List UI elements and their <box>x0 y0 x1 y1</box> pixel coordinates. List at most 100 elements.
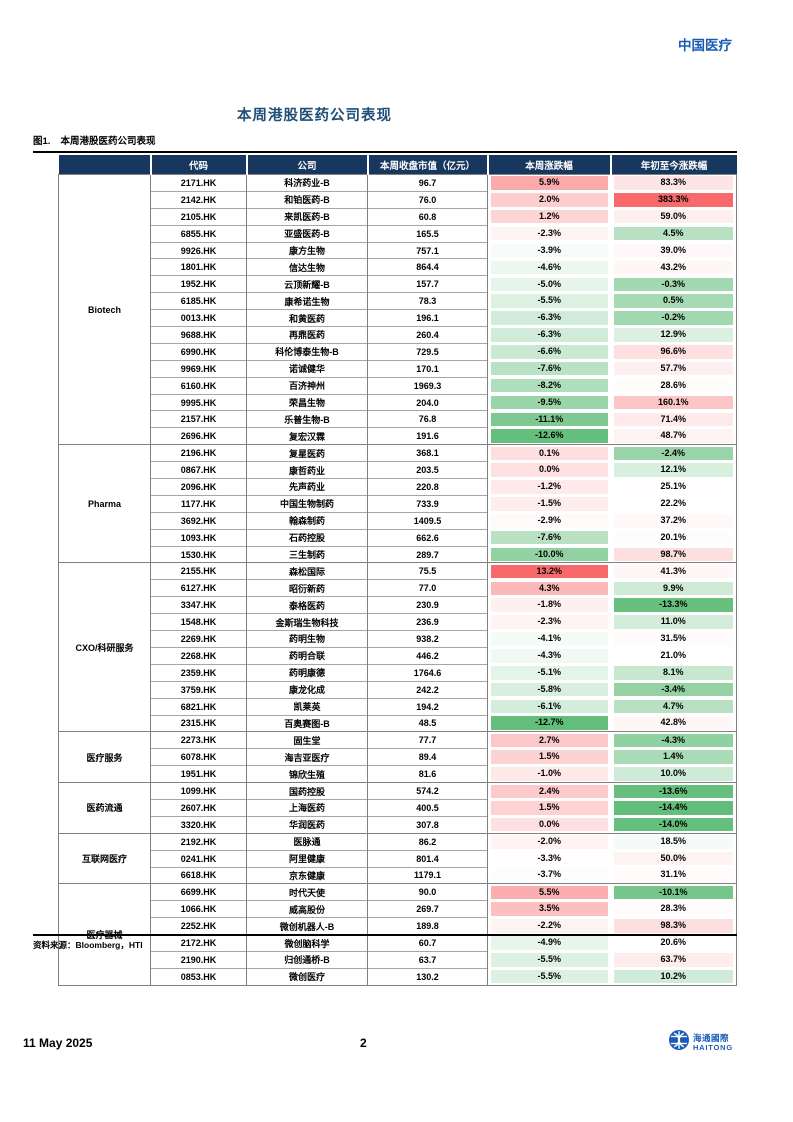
company-name-cell: 京东健康 <box>246 866 368 884</box>
market-cap-cell: 307.8 <box>367 815 488 834</box>
weekly-change-cell: -1.5% <box>487 495 611 513</box>
table-row: 2157.HK 乐普生物-B 76.8 -11.1% 71.4% <box>59 410 737 428</box>
weekly-change-cell: -7.6% <box>487 529 611 547</box>
footer-date: 11 May 2025 <box>23 1036 93 1050</box>
weekly-change-cell: 1.5% <box>487 799 611 817</box>
table-row: 0241.HK 阿里健康 801.4 -3.3% 50.0% <box>59 849 737 868</box>
company-name-cell: 微创医疗 <box>246 967 368 986</box>
company-name-cell: 药明合联 <box>246 646 368 665</box>
table-row: 6618.HK 京东健康 1179.1 -3.7% 31.1% <box>59 866 737 884</box>
ytd-change-cell: -0.3% <box>610 275 737 293</box>
weekly-change-cell: -5.5% <box>487 951 611 969</box>
weekly-change-cell: 1.5% <box>487 748 611 766</box>
stock-code-cell: 0867.HK <box>150 461 247 479</box>
market-cap-cell: 204.0 <box>367 393 488 411</box>
table-row: 9969.HK 诺诚健华 170.1 -7.6% 57.7% <box>59 359 737 378</box>
company-name-cell: 森松国际 <box>246 562 368 580</box>
weekly-change-cell: -6.3% <box>487 326 611 344</box>
weekly-change-cell: -8.2% <box>487 377 611 395</box>
top-rule <box>33 151 737 154</box>
table-header-cell: 年初至今涨跌幅 <box>610 155 737 175</box>
table-row: 1952.HK 云顶新耀-B 157.7 -5.0% -0.3% <box>59 275 737 293</box>
table-row: 1177.HK 中国生物制药 733.9 -1.5% 22.2% <box>59 494 737 513</box>
company-name-cell: 医脉通 <box>246 833 368 851</box>
table-row: Pharma 2196.HK 复星医药 368.1 0.1% -2.4% <box>58 444 737 563</box>
ytd-change-cell: 28.3% <box>610 900 737 918</box>
ytd-change-cell: 20.1% <box>610 529 737 547</box>
stock-code-cell: 6618.HK <box>150 866 247 884</box>
table-row: 2252.HK 微创机器人-B 189.8 -2.2% 98.3% <box>59 917 737 935</box>
table-group: 医疗器械 6699.HK 时代天使 90.0 5.5% -10.1% 1066.HK 威高股份… <box>58 883 737 986</box>
table-row: CXO/科研服务 2155.HK 森松国际 75.5 13.2% 41.3% <box>58 562 737 732</box>
market-cap-cell: 89.4 <box>367 748 488 766</box>
weekly-change-cell: 5.9% <box>487 174 611 192</box>
ytd-change-cell: 20.6% <box>610 934 737 952</box>
market-cap-cell: 63.7 <box>367 950 488 969</box>
company-name-cell: 海吉亚医疗 <box>246 748 368 766</box>
table-row: 2190.HK 归创通桥-B 63.7 -5.5% 63.7% <box>59 950 737 969</box>
table-row: 3320.HK 华润医药 307.8 0.0% -14.0% <box>59 815 737 834</box>
ytd-change-cell: 37.2% <box>610 512 737 530</box>
company-name-cell: 亚盛医药-B <box>246 224 368 243</box>
table-row: 2315.HK 百奥赛图-B 48.5 -12.7% 42.8% <box>59 714 737 732</box>
ytd-change-cell: 96.6% <box>610 343 737 361</box>
company-name-cell: 来凯医药-B <box>246 207 368 226</box>
weekly-change-cell: -4.9% <box>487 934 611 952</box>
stock-code-cell: 6078.HK <box>150 748 247 766</box>
ytd-change-cell: 383.3% <box>610 191 737 209</box>
company-name-cell: 归创通桥-B <box>246 950 368 969</box>
table-row: 6185.HK 康希诺生物 78.3 -5.5% 0.5% <box>59 292 737 310</box>
stock-code-cell: 6160.HK <box>150 376 247 395</box>
table-group: 互联网医疗 2192.HK 医脉通 86.2 -2.0% 18.5% 0241.HK 阿里健康… <box>58 833 737 884</box>
table-row: 9995.HK 荣昌生物 204.0 -9.5% 160.1% <box>59 393 737 411</box>
company-name-cell: 昭衍新药 <box>246 579 368 597</box>
table-row: 0853.HK 微创医疗 130.2 -5.5% 10.2% <box>59 967 737 986</box>
ytd-change-cell: 31.5% <box>610 630 737 648</box>
weekly-change-cell: -5.5% <box>487 968 611 986</box>
market-cap-cell: 170.1 <box>367 359 488 378</box>
company-name-cell: 荣昌生物 <box>246 393 368 411</box>
stock-code-cell: 2273.HK <box>150 731 247 749</box>
table-row: 2105.HK 来凯医药-B 60.8 1.2% 59.0% <box>59 207 737 226</box>
weekly-change-cell: -6.3% <box>487 309 611 327</box>
table-row: 9926.HK 康方生物 757.1 -3.9% 39.0% <box>59 241 737 259</box>
haitong-logo-icon <box>668 1029 690 1056</box>
stock-code-cell: 2142.HK <box>150 190 247 209</box>
weekly-change-cell: -3.7% <box>487 867 611 884</box>
weekly-change-cell: 13.2% <box>487 562 611 580</box>
figure-label: 图1. <box>33 136 51 147</box>
page-number: 2 <box>360 1036 367 1050</box>
market-cap-cell: 77.0 <box>367 579 488 597</box>
company-name-cell: 云顶新耀-B <box>246 275 368 293</box>
weekly-change-cell: -6.1% <box>487 698 611 715</box>
haitong-logo: 海通國際 HAITONG <box>668 1029 733 1056</box>
weekly-change-cell: -2.9% <box>487 512 611 530</box>
ytd-change-cell: 59.0% <box>610 208 737 226</box>
company-name-cell: 锦欣生殖 <box>246 765 368 783</box>
performance-table: 代码 公司 本周收盘市值（亿元） 本周涨跌幅 年初至今涨跌幅 Biotech 2171.H… <box>58 155 737 986</box>
company-name-cell: 康方生物 <box>246 241 368 259</box>
table-row: 2696.HK 复宏汉霖 191.6 -12.6% 48.7% <box>59 427 737 445</box>
table-row: 6078.HK 海吉亚医疗 89.4 1.5% 1.4% <box>59 748 737 766</box>
market-cap-cell: 400.5 <box>367 798 488 817</box>
market-cap-cell: 446.2 <box>367 646 488 665</box>
market-cap-cell: 220.8 <box>367 478 488 496</box>
company-name-cell: 康哲药业 <box>246 461 368 479</box>
table-row: 6990.HK 科伦博泰生物-B 729.5 -6.6% 96.6% <box>59 342 737 361</box>
company-name-cell: 科伦博泰生物-B <box>246 342 368 361</box>
stock-code-cell: 2157.HK <box>150 410 247 428</box>
ytd-change-cell: 83.3% <box>610 174 737 192</box>
company-name-cell: 微创脑科学 <box>246 934 368 952</box>
table-row: 2096.HK 先声药业 220.8 -1.2% 25.1% <box>59 478 737 496</box>
weekly-change-cell: -6.6% <box>487 343 611 361</box>
ytd-change-cell: 4.7% <box>610 698 737 715</box>
company-name-cell: 泰格医药 <box>246 596 368 614</box>
weekly-change-cell: -2.3% <box>487 613 611 631</box>
table-row: 2607.HK 上海医药 400.5 1.5% -14.4% <box>59 798 737 817</box>
stock-code-cell: 3347.HK <box>150 596 247 614</box>
ytd-change-cell: -14.0% <box>610 816 737 834</box>
weekly-change-cell: -2.3% <box>487 225 611 243</box>
group-label-cell: 医疗服务 <box>58 731 151 783</box>
market-cap-cell: 864.4 <box>367 258 488 276</box>
